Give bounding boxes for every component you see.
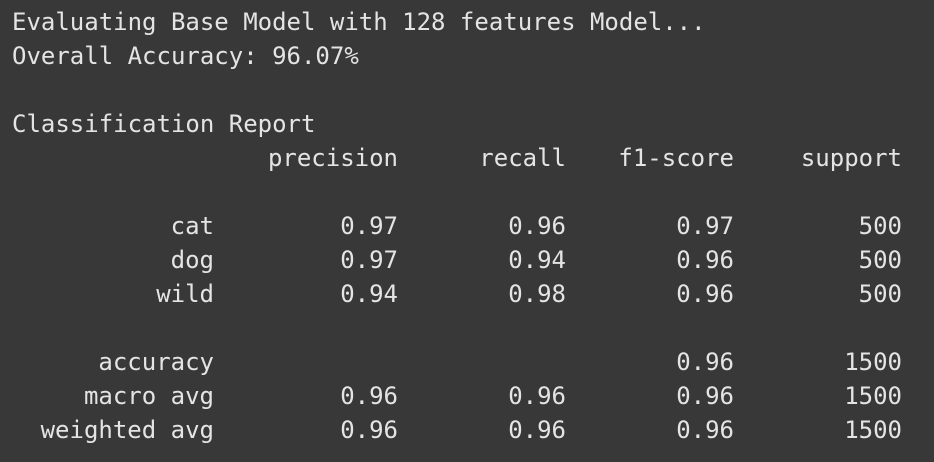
header-f1-score: f1-score [618,144,734,172]
row-f1-score: 0.96 [676,348,734,376]
row-label: wild [156,280,214,308]
row-f1-score: 0.96 [676,280,734,308]
row-support: 500 [858,280,902,308]
row-precision: 0.97 [340,246,398,274]
row-support: 500 [858,246,902,274]
row-label: cat [170,212,214,240]
row-precision: 0.96 [340,382,398,410]
row-f1-score: 0.96 [676,246,734,274]
row-label: dog [170,246,214,274]
report-title: Classification Report [12,110,316,138]
row-support: 1500 [844,382,902,410]
row-label: weighted avg [40,416,214,444]
row-recall: 0.96 [508,416,566,444]
header-recall: recall [479,144,566,172]
row-label: accuracy [98,348,214,376]
row-precision: 0.94 [340,280,398,308]
evaluating-line: Evaluating Base Model with 128 features … [12,8,706,36]
row-f1-score: 0.97 [676,212,734,240]
row-support: 1500 [844,348,902,376]
row-support: 500 [858,212,902,240]
row-f1-score: 0.96 [676,416,734,444]
row-recall: 0.96 [508,382,566,410]
row-support: 1500 [844,416,902,444]
row-label: macro avg [83,382,214,410]
row-precision: 0.96 [340,416,398,444]
header-precision: precision [267,144,398,172]
row-precision: 0.97 [340,212,398,240]
row-f1-score: 0.96 [676,382,734,410]
row-recall: 0.96 [508,212,566,240]
row-precision [214,345,398,379]
row-recall: 0.98 [508,280,566,308]
row-recall [398,345,566,379]
row-recall: 0.94 [508,246,566,274]
header-support: support [800,144,902,172]
overall-accuracy-line: Overall Accuracy: 96.07% [12,42,359,70]
